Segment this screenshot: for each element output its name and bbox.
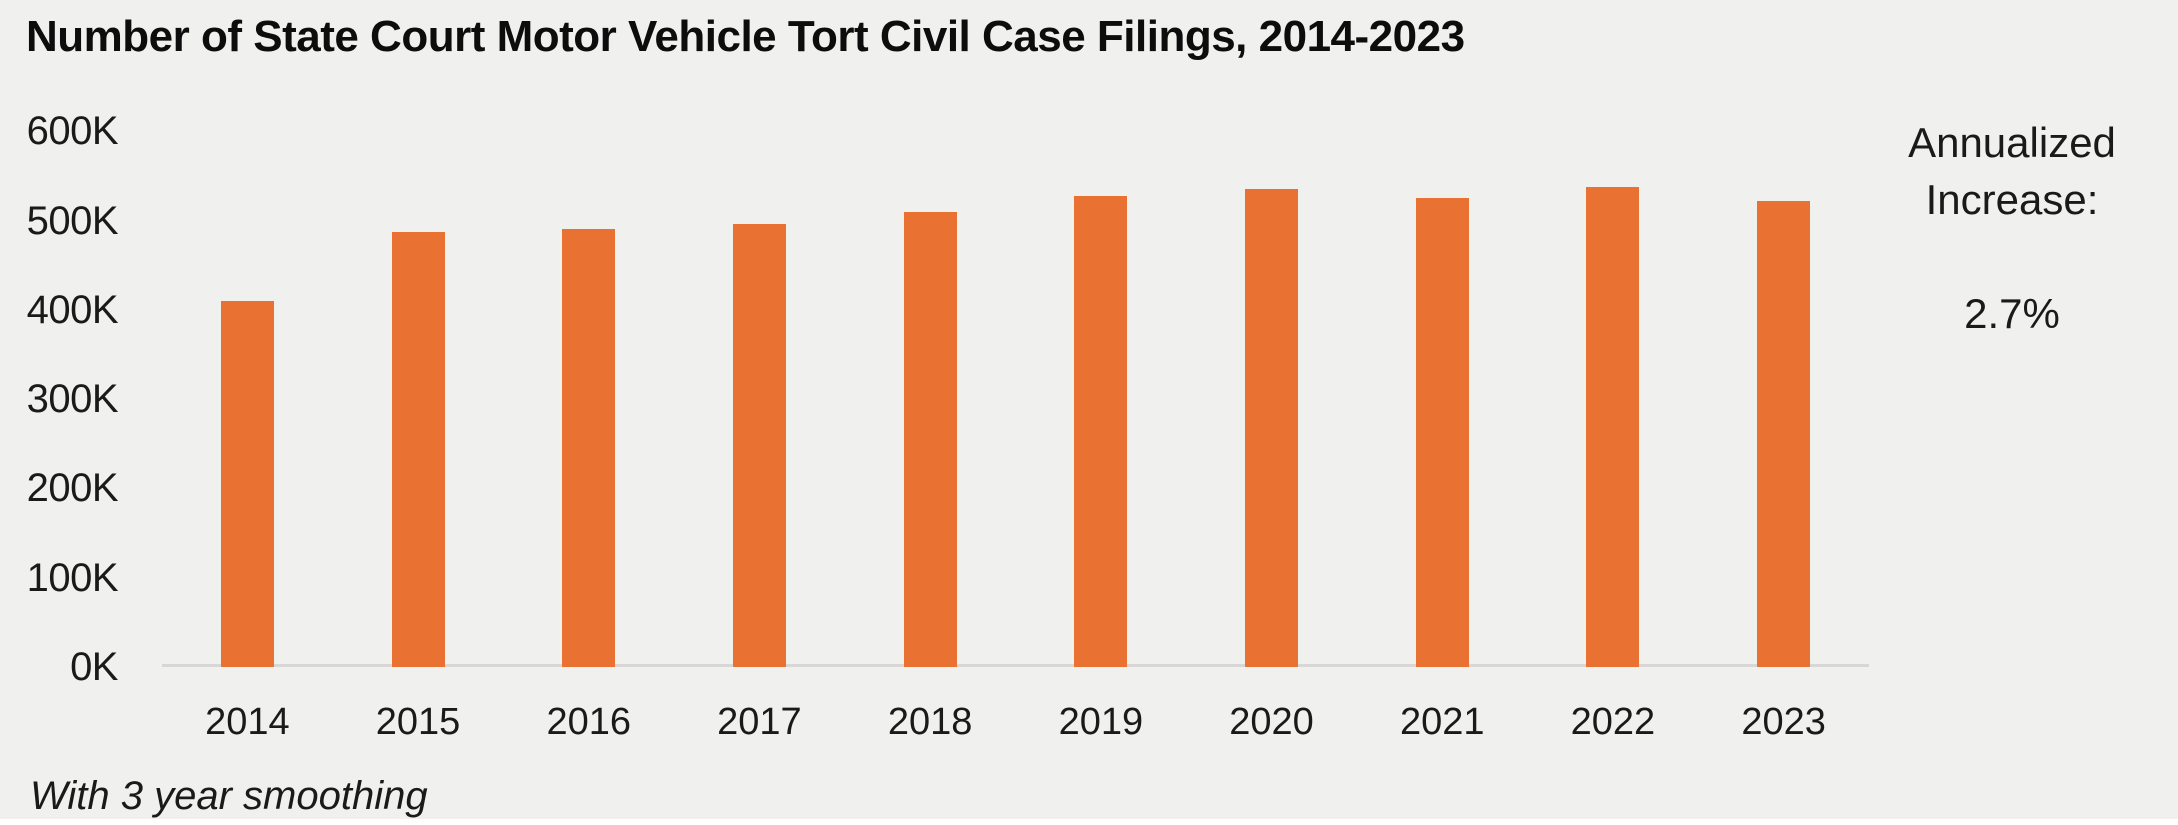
y-axis-tick-500k: 500K (26, 198, 119, 243)
x-axis-line (162, 664, 1869, 667)
x-axis-label-2016: 2016 (546, 701, 632, 743)
y-axis-tick-0k: 0K (70, 645, 118, 689)
x-axis-label-2015: 2015 (375, 701, 461, 743)
bar-2015 (391, 232, 445, 667)
bar-2014 (220, 300, 274, 667)
x-axis-label-2021: 2021 (1399, 701, 1485, 743)
y-axis-tick-200k: 200K (26, 466, 119, 511)
bar-2023 (1757, 200, 1811, 667)
x-axis-label-2023: 2023 (1741, 701, 1826, 743)
bar-2020 (1245, 189, 1299, 667)
annualized-increase-annotation: Annualized Increase: 2.7% (1862, 114, 2162, 342)
x-axis-label-2022: 2022 (1570, 701, 1656, 743)
y-axis-tick-300k: 300K (26, 377, 119, 422)
bottom-edge-strip (0, 819, 2178, 825)
bar-2016 (562, 229, 616, 667)
bar-2021 (1415, 198, 1469, 667)
annotation-line-2: Increase: (1925, 176, 2099, 223)
x-axis-label-2018: 2018 (887, 701, 973, 743)
annotation-value: 2.7% (1964, 290, 2060, 337)
y-axis-tick-100k: 100K (26, 555, 119, 600)
x-axis-label-2014: 2014 (205, 701, 290, 743)
footnote: With 3 year smoothing (30, 774, 428, 818)
x-axis-label-2020: 2020 (1229, 701, 1314, 743)
x-axis-label-2019: 2019 (1058, 701, 1144, 743)
bar-2019 (1074, 196, 1128, 667)
y-axis-tick-600k: 600K (26, 109, 119, 154)
chart-title: Number of State Court Motor Vehicle Tort… (26, 12, 1465, 61)
annotation-spacer (1862, 228, 2162, 285)
bar-2017 (732, 224, 786, 667)
bar-2022 (1586, 187, 1640, 667)
y-axis-tick-400k: 400K (26, 287, 119, 332)
x-axis-label-2017: 2017 (717, 701, 802, 743)
annotation-line-1: Annualized (1908, 119, 2116, 166)
bar-2018 (903, 212, 957, 667)
